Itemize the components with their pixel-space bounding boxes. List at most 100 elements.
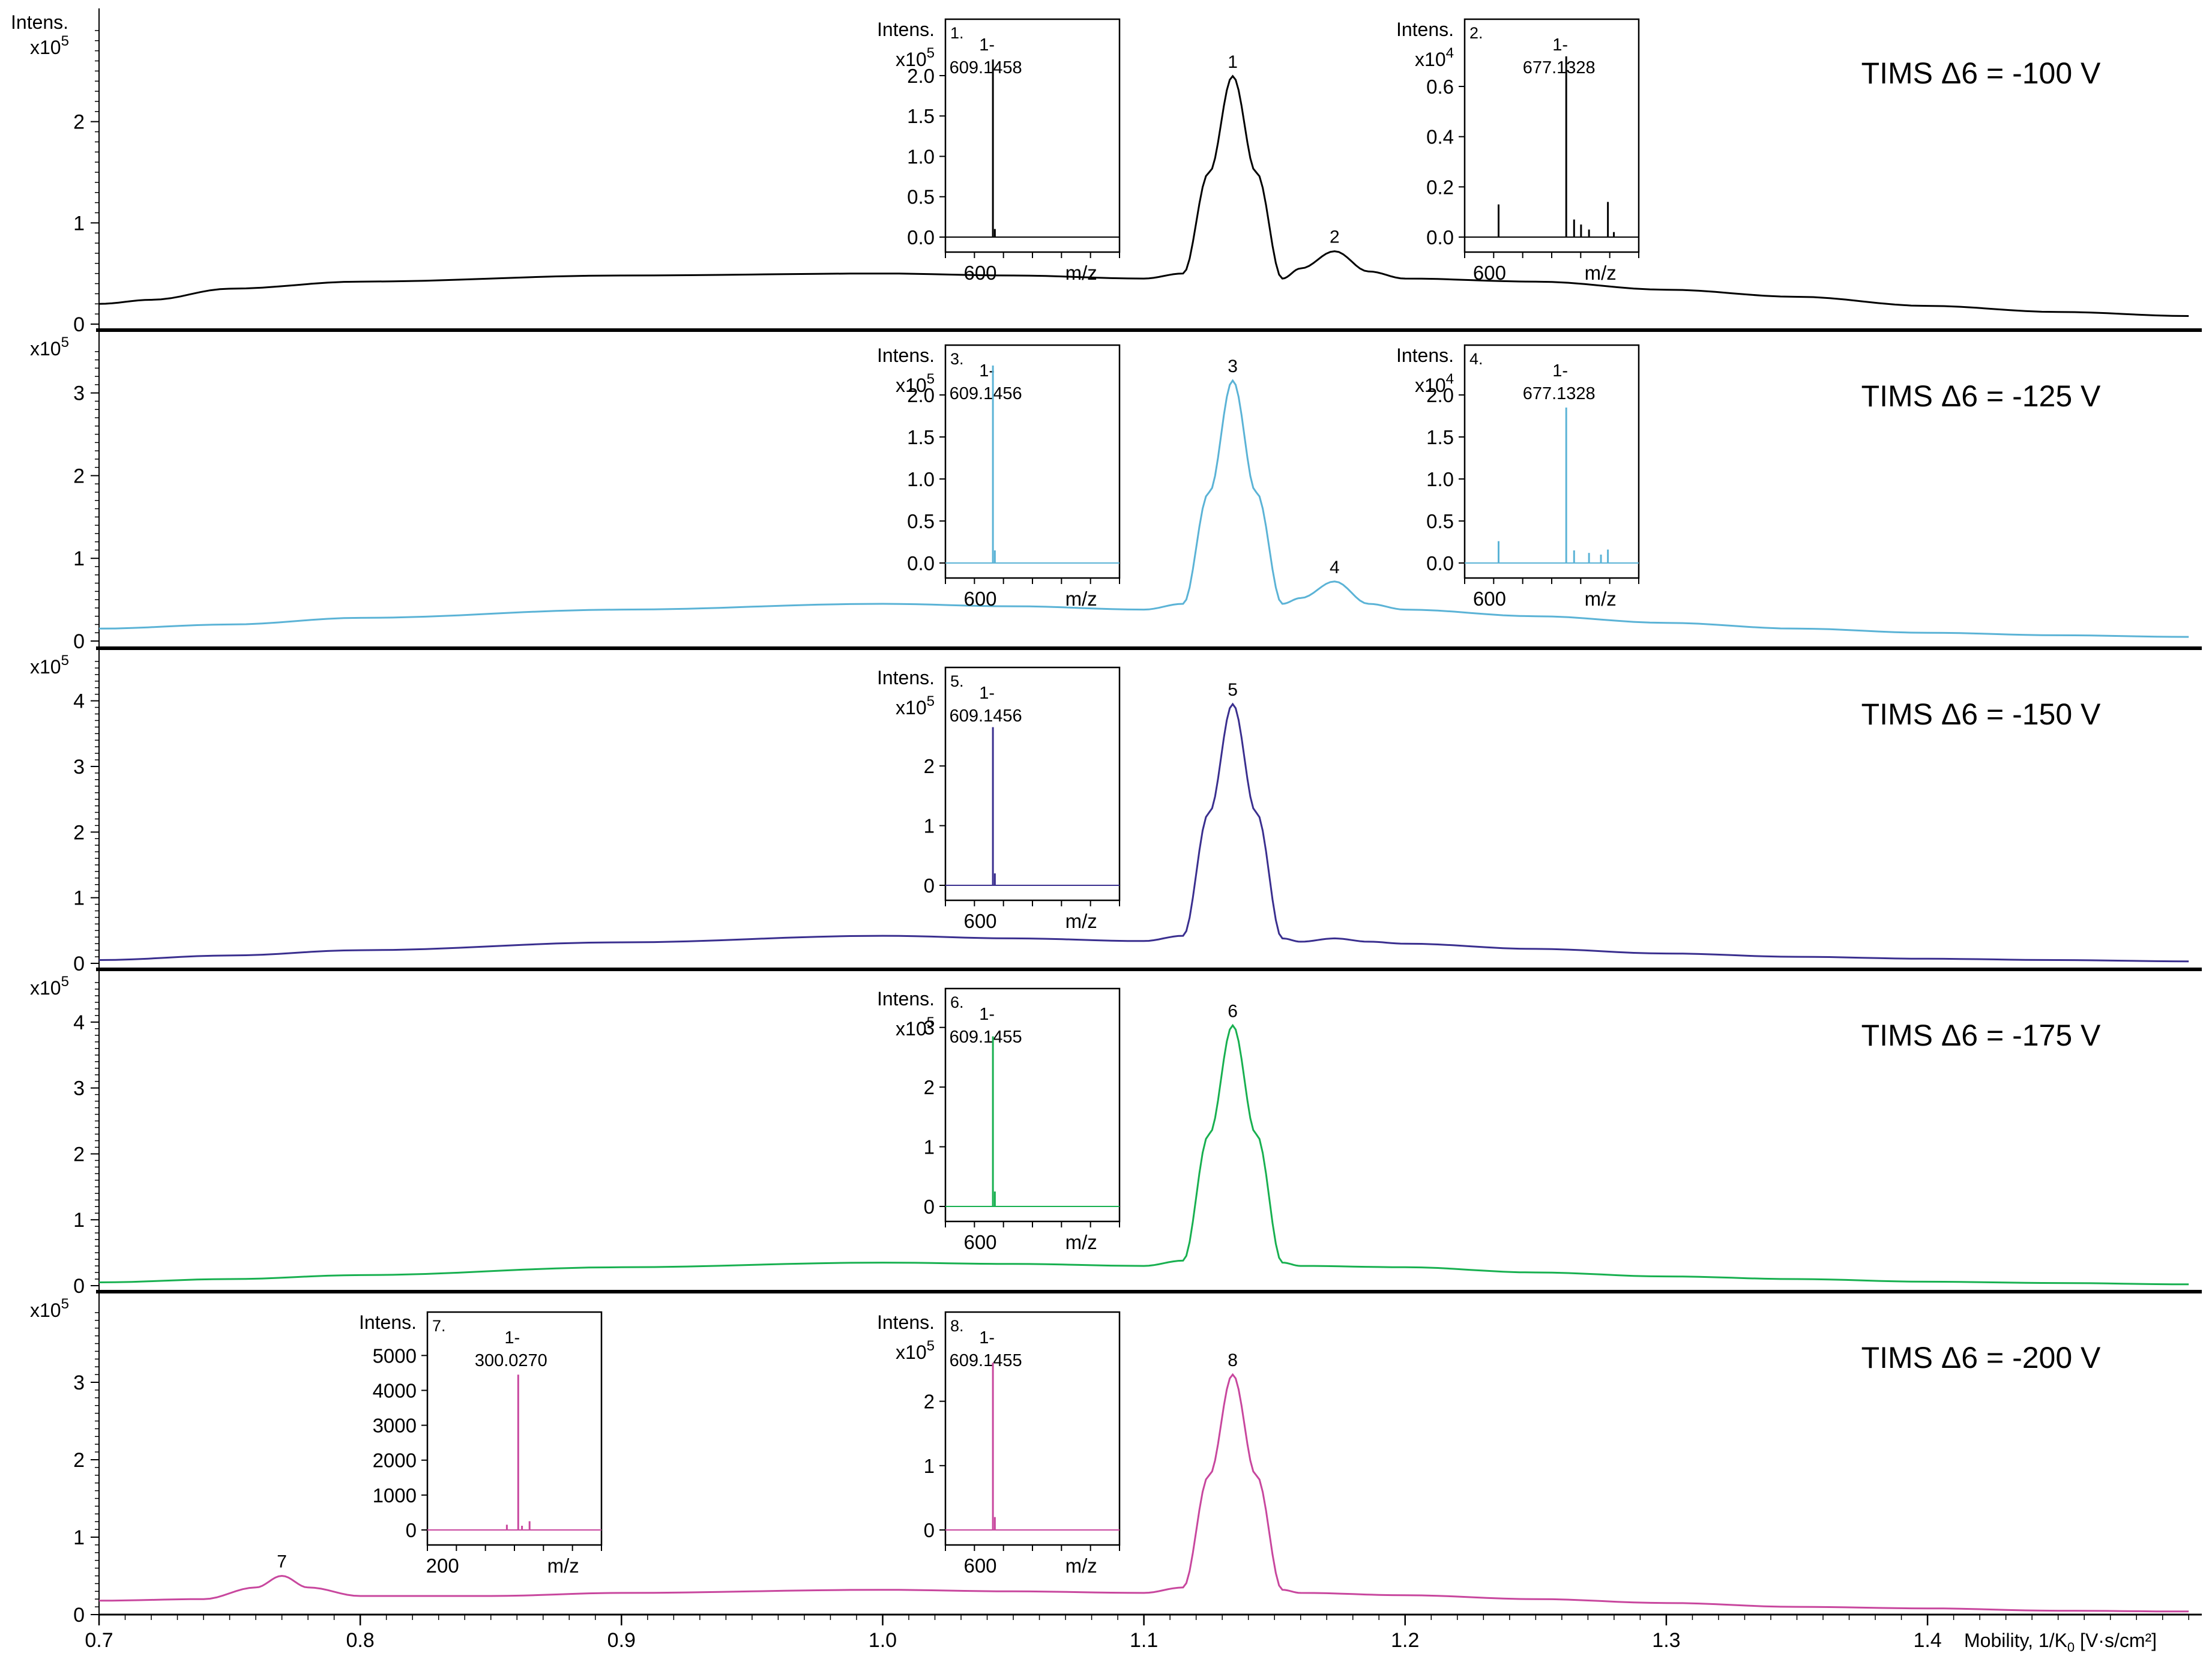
inset-multiplier: x105 <box>896 1014 935 1040</box>
inset-y-tick-label: 0 <box>406 1519 417 1541</box>
inset-number: 4. <box>1469 350 1483 368</box>
y-multiplier: x105 <box>30 1296 69 1321</box>
inset-y-label: Intens. <box>877 667 935 688</box>
inset-y-tick-label: 0 <box>924 1519 935 1541</box>
x-axis-label-main: Mobility, 1/K <box>1964 1630 2067 1651</box>
mass-spectrum-inset: 0.0 0.2 0.4 0.6 Intens. x104 2. 1- 677.1328 600 m/… <box>1396 18 1640 284</box>
inset-y-tick-label: 0.4 <box>1426 126 1454 148</box>
mobilogram-trace <box>98 1023 2189 1286</box>
inset-frame <box>944 344 1121 579</box>
inset-x-tick-label: 600 <box>963 1555 996 1577</box>
inset-x-label: m/z <box>1065 910 1097 932</box>
inset-x-tick-label: 600 <box>1473 588 1506 610</box>
inset-multiplier-base: x10 <box>896 1341 927 1363</box>
y-tick-label: 3 <box>73 382 85 405</box>
inset-multiplier-base: x10 <box>1415 49 1446 70</box>
x-tick-label: 0.9 <box>607 1629 636 1652</box>
mobilogram-trace <box>98 702 2189 963</box>
inset-y-tick-label: 1.5 <box>907 426 935 448</box>
inset-y-tick-label: 1.0 <box>907 145 935 167</box>
x-axis: 0.7 0.8 0.9 1.0 1.1 1.2 1.3 1.4 Mobility, 1/K0 [… <box>85 1613 2202 1655</box>
mobilogram-trace <box>98 74 2189 317</box>
inset-multiplier: x104 <box>1415 371 1454 396</box>
x-tick-label: 1.0 <box>869 1629 897 1652</box>
inset-x-label: m/z <box>1065 262 1097 284</box>
x-tick-label: 0.8 <box>346 1629 375 1652</box>
inset-multiplier-base: x10 <box>896 375 927 396</box>
inset-number: 2. <box>1469 24 1483 42</box>
inset-y-tick-label: 3 <box>924 1017 935 1039</box>
inset-y-tick-label: 2 <box>924 1391 935 1413</box>
peak-label: 8 <box>1228 1350 1238 1370</box>
x-tick-label: 0.7 <box>85 1629 113 1652</box>
y-multiplier: x105 <box>30 334 69 360</box>
inset-multiplier: x105 <box>896 693 935 718</box>
inset-y-tick-label: 0.0 <box>1426 226 1454 248</box>
inset-number: 7. <box>432 1317 446 1335</box>
inset-y-tick-label: 2.0 <box>1426 384 1454 406</box>
peak-label: 6 <box>1228 1001 1238 1021</box>
mobilogram-trace <box>98 1373 2189 1613</box>
x-tick-label: 1.4 <box>1913 1629 1941 1652</box>
inset-multiplier-base: x10 <box>1415 375 1446 396</box>
y-tick-label: 0 <box>73 630 85 653</box>
inset-multiplier-exp: 5 <box>927 45 935 61</box>
y-multiplier-base: x10 <box>30 1299 61 1321</box>
peak-label: 1 <box>1228 52 1238 72</box>
y-multiplier-exp: 5 <box>61 1296 69 1312</box>
y-tick-label: 0 <box>73 1275 85 1298</box>
inset-multiplier-exp: 5 <box>927 1014 935 1031</box>
mass-spectrum-inset: 0.00.51.01.52.0Intens.x1053.1-609.145660… <box>877 344 1121 610</box>
mass-spectrum-inset: 0 1 2 Intens. x105 8. 1- 609.1455 600 m/z <box>877 1311 1121 1577</box>
inset-y-tick-label: 0.6 <box>1426 76 1454 98</box>
inset-y-tick-label: 0.0 <box>907 226 935 248</box>
inset-y-tick-label: 1.5 <box>907 105 935 127</box>
inset-peak-mz: 677.1328 <box>1523 58 1596 77</box>
inset-x-label: m/z <box>547 1555 579 1577</box>
x-axis-label-sub: 0 <box>2067 1640 2075 1655</box>
panel-title: TIMS Δ6 = -175 V <box>1861 1019 2101 1052</box>
inset-frame <box>944 987 1121 1223</box>
inset-frame <box>944 18 1121 253</box>
inset-y-label: Intens. <box>877 988 935 1010</box>
inset-x-label: m/z <box>1065 1231 1097 1253</box>
y-multiplier: x105 <box>30 974 69 999</box>
inset-peak-mz: 677.1328 <box>1523 384 1596 403</box>
inset-peak-charge: 1- <box>1552 361 1568 381</box>
inset-x-label: m/z <box>1065 588 1097 610</box>
inset-x-tick-label: 600 <box>1473 262 1506 284</box>
y-tick-label: 1 <box>73 547 85 570</box>
x-tick-label: 1.3 <box>1652 1629 1680 1652</box>
mass-spectrum-inset: 0 1000 2000 3000 4000 5000 Intens. 7. 1- 300.0270… <box>359 1311 603 1577</box>
inset-peak-mz: 609.1456 <box>950 706 1022 726</box>
inset-y-label: Intens. <box>1396 19 1454 40</box>
inset-number: 3. <box>950 350 964 368</box>
inset-x-tick-label: 600 <box>963 262 996 284</box>
inset-y-tick-label: 1 <box>924 1455 935 1477</box>
y-tick-label: 3 <box>73 756 85 778</box>
y-tick-label: 0 <box>73 313 85 336</box>
inset-peak-mz: 609.1455 <box>950 1028 1022 1047</box>
inset-peak-charge: 1- <box>979 35 995 55</box>
peak-label: 7 <box>277 1552 287 1572</box>
inset-y-tick-label: 1000 <box>373 1484 417 1507</box>
inset-frame <box>944 1311 1121 1546</box>
inset-multiplier: x105 <box>896 1338 935 1363</box>
inset-y-label: Intens. <box>877 345 935 366</box>
inset-frame <box>426 1311 603 1546</box>
y-tick-label: 2 <box>73 821 85 844</box>
inset-peak-charge: 1- <box>979 684 995 703</box>
y-axis-label: Intens. <box>11 11 68 33</box>
inset-y-label: Intens. <box>1396 345 1454 366</box>
inset-peak-mz: 609.1455 <box>950 1351 1022 1370</box>
mass-spectrum-inset: 0 1 2 Intens. x105 5. 1- 609.1456 600 m/z <box>877 666 1121 932</box>
inset-y-label: Intens. <box>359 1311 417 1333</box>
inset-multiplier-exp: 4 <box>1446 45 1454 61</box>
panel-title: TIMS Δ6 = -100 V <box>1861 56 2101 90</box>
y-tick-label: 2 <box>73 1449 85 1472</box>
y-multiplier-base: x10 <box>30 338 61 360</box>
inset-y-label: Intens. <box>877 1311 935 1333</box>
